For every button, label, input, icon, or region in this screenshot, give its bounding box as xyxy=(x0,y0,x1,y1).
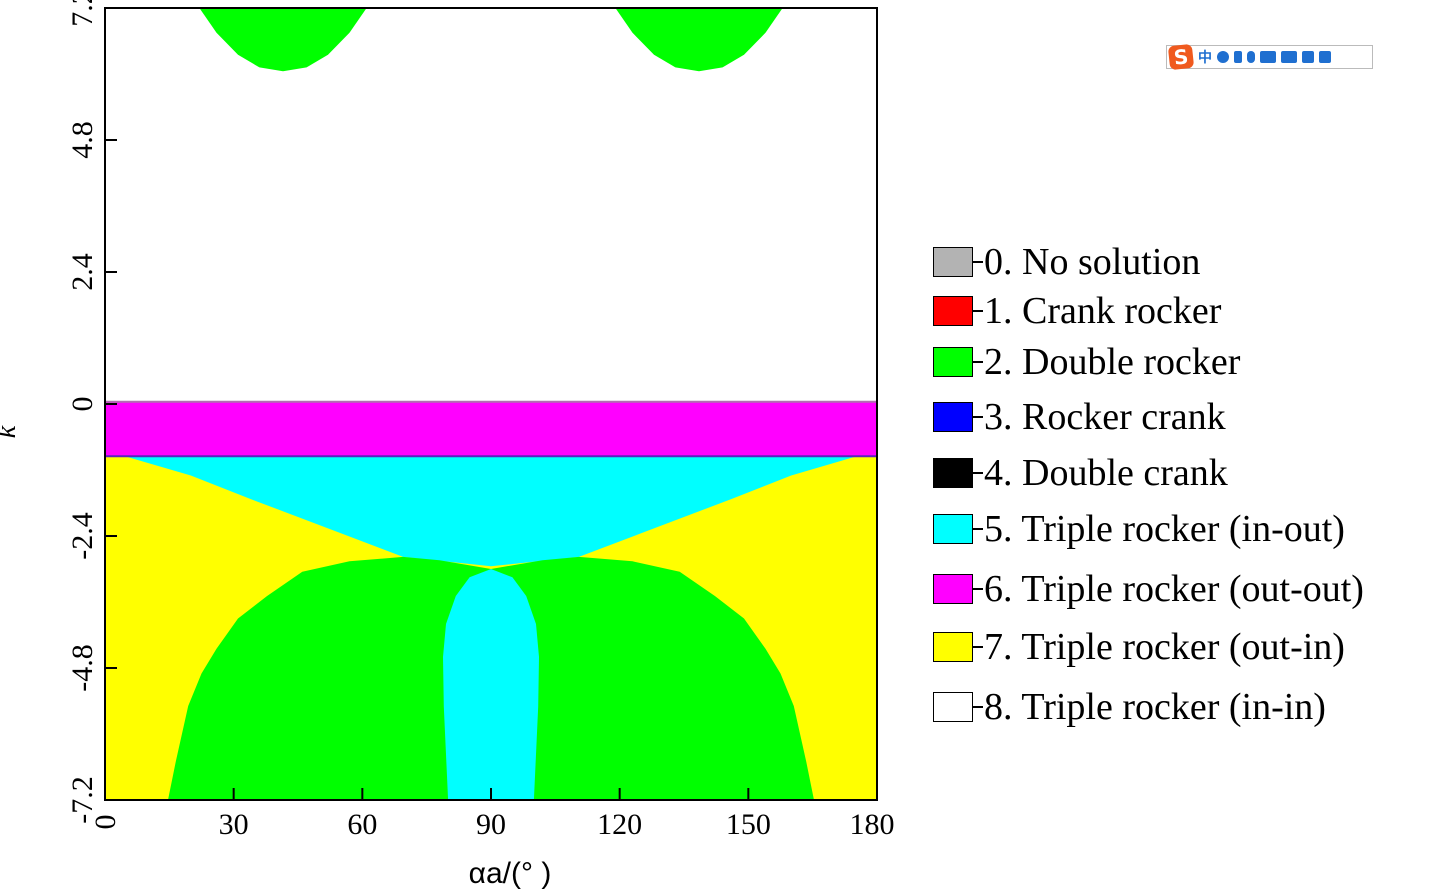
legend-item: 2. Double rocker xyxy=(933,341,1240,383)
x-tick-label: 180 xyxy=(850,808,895,841)
legend-swatch xyxy=(933,296,973,326)
legend-leader xyxy=(973,706,983,708)
y-tick-label: 7.2 xyxy=(66,0,99,27)
legend-item: 6. Triple rocker (out-out) xyxy=(933,568,1364,610)
x-tick-label: 0 xyxy=(89,815,122,830)
y-tick-label: -7.2 xyxy=(66,776,99,824)
x-tick-label: 120 xyxy=(597,808,642,841)
y-tick-label: 2.4 xyxy=(66,253,99,291)
legend-swatch xyxy=(933,402,973,432)
microphone-icon[interactable] xyxy=(1247,51,1255,63)
legend-leader xyxy=(973,646,983,648)
punctuation-icon[interactable] xyxy=(1234,51,1242,63)
legend-item: 5. Triple rocker (in-out) xyxy=(933,508,1345,550)
legend-label: 5. Triple rocker (in-out) xyxy=(984,508,1345,550)
legend-label: 4. Double crank xyxy=(984,452,1228,494)
moon-icon[interactable] xyxy=(1217,51,1229,63)
legend-item: 1. Crank rocker xyxy=(933,290,1221,332)
region-center-tongue xyxy=(443,569,539,800)
legend-leader xyxy=(973,361,983,363)
shirt-icon[interactable] xyxy=(1302,51,1314,63)
legend-leader xyxy=(973,261,983,263)
x-tick-label: 150 xyxy=(726,808,771,841)
legend-leader xyxy=(973,472,983,474)
legend-swatch xyxy=(933,514,973,544)
legend-item: 8. Triple rocker (in-in) xyxy=(933,686,1326,728)
ticks: 0 30 60 90 120 150 180 -7.2 -4.8 -2.4 0 2.4 4.8 7.2 xyxy=(66,0,895,841)
legend-swatch xyxy=(933,347,973,377)
legend-item: 4. Double crank xyxy=(933,452,1228,494)
y-tick-label: -2.4 xyxy=(66,512,99,560)
region-top-left-lobe xyxy=(199,8,367,72)
region-top-right-lobe xyxy=(615,8,783,72)
legend-label: 8. Triple rocker (in-in) xyxy=(984,686,1326,728)
user-card-icon[interactable] xyxy=(1281,51,1297,63)
ime-toolbar[interactable]: S 中 xyxy=(1166,43,1373,71)
legend-swatch xyxy=(933,632,973,662)
x-tick-label: 60 xyxy=(347,808,377,841)
x-tick-label: 90 xyxy=(476,808,506,841)
legend-label: 0. No solution xyxy=(984,241,1201,283)
legend-swatch xyxy=(933,247,973,277)
legend-item: 7. Triple rocker (out-in) xyxy=(933,626,1345,668)
legend-swatch xyxy=(933,692,973,722)
legend-item: 3. Rocker crank xyxy=(933,396,1226,438)
keyboard-icon[interactable] xyxy=(1260,51,1276,63)
legend-leader xyxy=(973,588,983,590)
x-axis-label: αa/(° ) xyxy=(469,857,552,890)
grid-icon[interactable] xyxy=(1319,51,1331,63)
legend-leader xyxy=(973,528,983,530)
legend-leader xyxy=(973,416,983,418)
x-tick-label: 30 xyxy=(219,808,249,841)
y-tick-label: 0 xyxy=(66,397,99,412)
region-upper-wedge xyxy=(125,456,857,567)
legend-label: 3. Rocker crank xyxy=(984,396,1226,438)
y-axis-label: k xyxy=(0,425,22,438)
legend-label: 1. Crank rocker xyxy=(984,290,1222,332)
legend-label: 2. Double rocker xyxy=(984,341,1241,383)
regions xyxy=(105,8,877,800)
region-magenta-band xyxy=(105,401,877,457)
y-tick-label: 4.8 xyxy=(66,121,99,159)
ime-mode-toggle[interactable]: 中 xyxy=(1198,50,1212,66)
legend-swatch xyxy=(933,458,973,488)
legend-swatch xyxy=(933,574,973,604)
legend-item: 0. No solution xyxy=(933,241,1200,283)
sogou-logo-icon[interactable]: S xyxy=(1167,43,1195,71)
legend-label: 6. Triple rocker (out-out) xyxy=(984,568,1364,610)
y-tick-label: -4.8 xyxy=(66,644,99,692)
legend-label: 7. Triple rocker (out-in) xyxy=(984,626,1345,668)
legend-leader xyxy=(973,310,983,312)
